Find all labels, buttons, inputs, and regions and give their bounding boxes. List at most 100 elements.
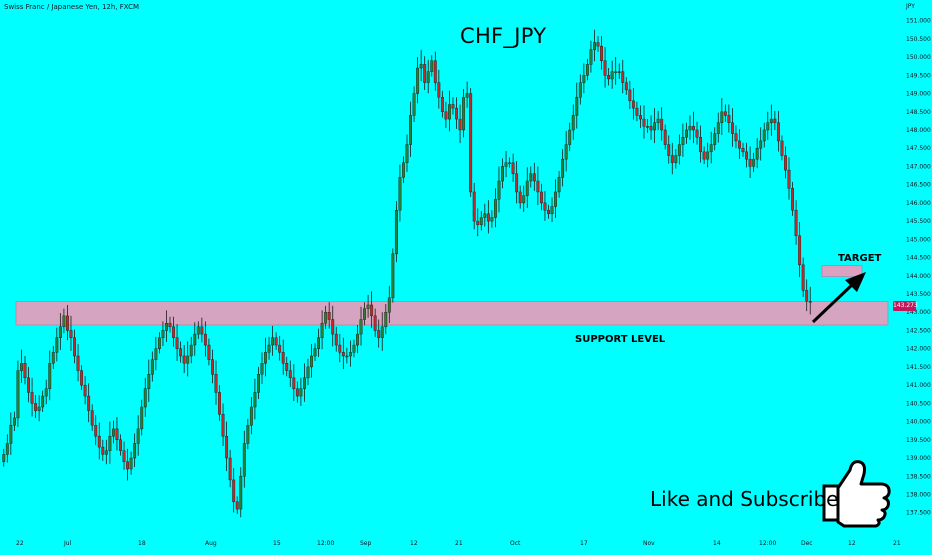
candle-body bbox=[593, 42, 596, 51]
y-tick-label: 150.000 bbox=[906, 54, 931, 61]
candle-body bbox=[5, 443, 9, 455]
candle-body bbox=[366, 304, 370, 309]
candle-body bbox=[766, 122, 770, 131]
candle-body bbox=[232, 479, 236, 502]
candle-body bbox=[409, 115, 412, 145]
candle-body bbox=[20, 363, 23, 371]
candle-body bbox=[257, 374, 260, 393]
chart-title: CHF_JPY bbox=[460, 24, 547, 48]
time-axis: 22 Jul 18 Aug 15 12:00 Sep 12 21 Oct 17 Nov 14 12:00 D… bbox=[16, 540, 901, 547]
candle-body bbox=[808, 301, 812, 303]
candle-body bbox=[745, 151, 749, 160]
candle-body bbox=[759, 140, 763, 149]
candle-body bbox=[154, 348, 158, 360]
candle-body bbox=[345, 355, 349, 358]
y-tick-label: 143.000 bbox=[906, 309, 931, 316]
candle-body bbox=[108, 435, 112, 451]
candle-body bbox=[624, 82, 628, 91]
candle-body bbox=[610, 71, 614, 80]
candle-body bbox=[115, 428, 119, 441]
candle-body bbox=[186, 355, 190, 364]
candle-body bbox=[539, 191, 543, 204]
candle-body bbox=[639, 115, 642, 120]
candle-body bbox=[493, 199, 497, 218]
y-tick-label: 146.000 bbox=[906, 200, 931, 207]
candle-body bbox=[794, 209, 798, 236]
candle-body bbox=[402, 162, 405, 178]
candle-body bbox=[387, 297, 391, 313]
candle-body bbox=[398, 177, 402, 211]
x-tick-label: 12 bbox=[410, 540, 418, 547]
candle-body bbox=[433, 60, 437, 83]
y-tick-label: 148.500 bbox=[906, 109, 931, 116]
candle-body bbox=[504, 162, 508, 167]
y-tick-label: 138.000 bbox=[906, 491, 931, 498]
target-zone bbox=[821, 265, 863, 277]
candle-body bbox=[653, 122, 657, 131]
candle-body bbox=[285, 363, 289, 371]
y-tick-label: 149.500 bbox=[906, 72, 931, 79]
candle-body bbox=[48, 363, 52, 389]
candle-body bbox=[741, 148, 745, 153]
candle-body bbox=[161, 330, 165, 338]
candle-body bbox=[709, 144, 713, 153]
candle-body bbox=[419, 64, 423, 69]
candle-body bbox=[214, 374, 218, 393]
candle-body bbox=[394, 209, 398, 255]
candle-body bbox=[695, 129, 699, 138]
candle-body bbox=[271, 337, 275, 346]
candle-body bbox=[787, 169, 791, 189]
candle-body bbox=[508, 162, 512, 164]
candle-body bbox=[462, 96, 466, 131]
candle-body bbox=[720, 111, 724, 123]
candle-body bbox=[692, 126, 695, 131]
candle-body bbox=[380, 326, 384, 338]
candle-body bbox=[359, 319, 363, 335]
candle-body bbox=[37, 406, 41, 411]
candle-body bbox=[529, 173, 533, 182]
candle-body bbox=[656, 118, 660, 123]
candle-body bbox=[41, 395, 45, 408]
candle-body bbox=[660, 118, 664, 131]
candle-body bbox=[334, 333, 338, 346]
candle-body bbox=[225, 435, 229, 459]
candle-body bbox=[23, 363, 27, 379]
candle-body bbox=[175, 337, 179, 349]
y-tick-label: 147.500 bbox=[906, 145, 931, 152]
candle-body bbox=[228, 457, 232, 481]
candle-body bbox=[646, 126, 649, 128]
candle-body bbox=[416, 67, 420, 94]
candle-body bbox=[557, 177, 561, 193]
candle-body bbox=[168, 322, 172, 328]
candle-body bbox=[87, 395, 91, 411]
candle-body bbox=[430, 60, 434, 72]
candle-body bbox=[571, 115, 575, 131]
y-tick-label: 143.500 bbox=[906, 291, 931, 298]
candle-body bbox=[501, 166, 504, 182]
candle-body bbox=[51, 352, 55, 364]
candle-body bbox=[189, 344, 193, 357]
candle-body bbox=[211, 359, 214, 375]
candle-body bbox=[90, 410, 94, 426]
candle-body bbox=[239, 476, 243, 510]
candle-body bbox=[437, 82, 441, 98]
candle-body bbox=[97, 435, 101, 448]
y-tick-label: 146.500 bbox=[906, 182, 931, 189]
candle-body bbox=[713, 133, 717, 145]
x-tick-label: 14 bbox=[713, 540, 721, 547]
candle-body bbox=[310, 355, 313, 368]
price-axis: 151.000 150.500 150.000 149.500 149.000 148.5… bbox=[906, 18, 931, 517]
candle-body bbox=[267, 344, 271, 353]
candle-body bbox=[324, 312, 328, 324]
y-tick-label: 140.000 bbox=[906, 419, 931, 426]
candle-body bbox=[235, 501, 239, 510]
x-tick-label: 15 bbox=[273, 540, 281, 547]
candle-body bbox=[122, 450, 126, 462]
y-tick-label: 145.500 bbox=[906, 218, 931, 225]
candle-body bbox=[196, 326, 200, 335]
like-subscribe-text: Like and Subscribe bbox=[650, 487, 839, 511]
candle-body bbox=[405, 144, 409, 163]
candle-body bbox=[476, 220, 480, 225]
candle-body bbox=[58, 326, 62, 338]
